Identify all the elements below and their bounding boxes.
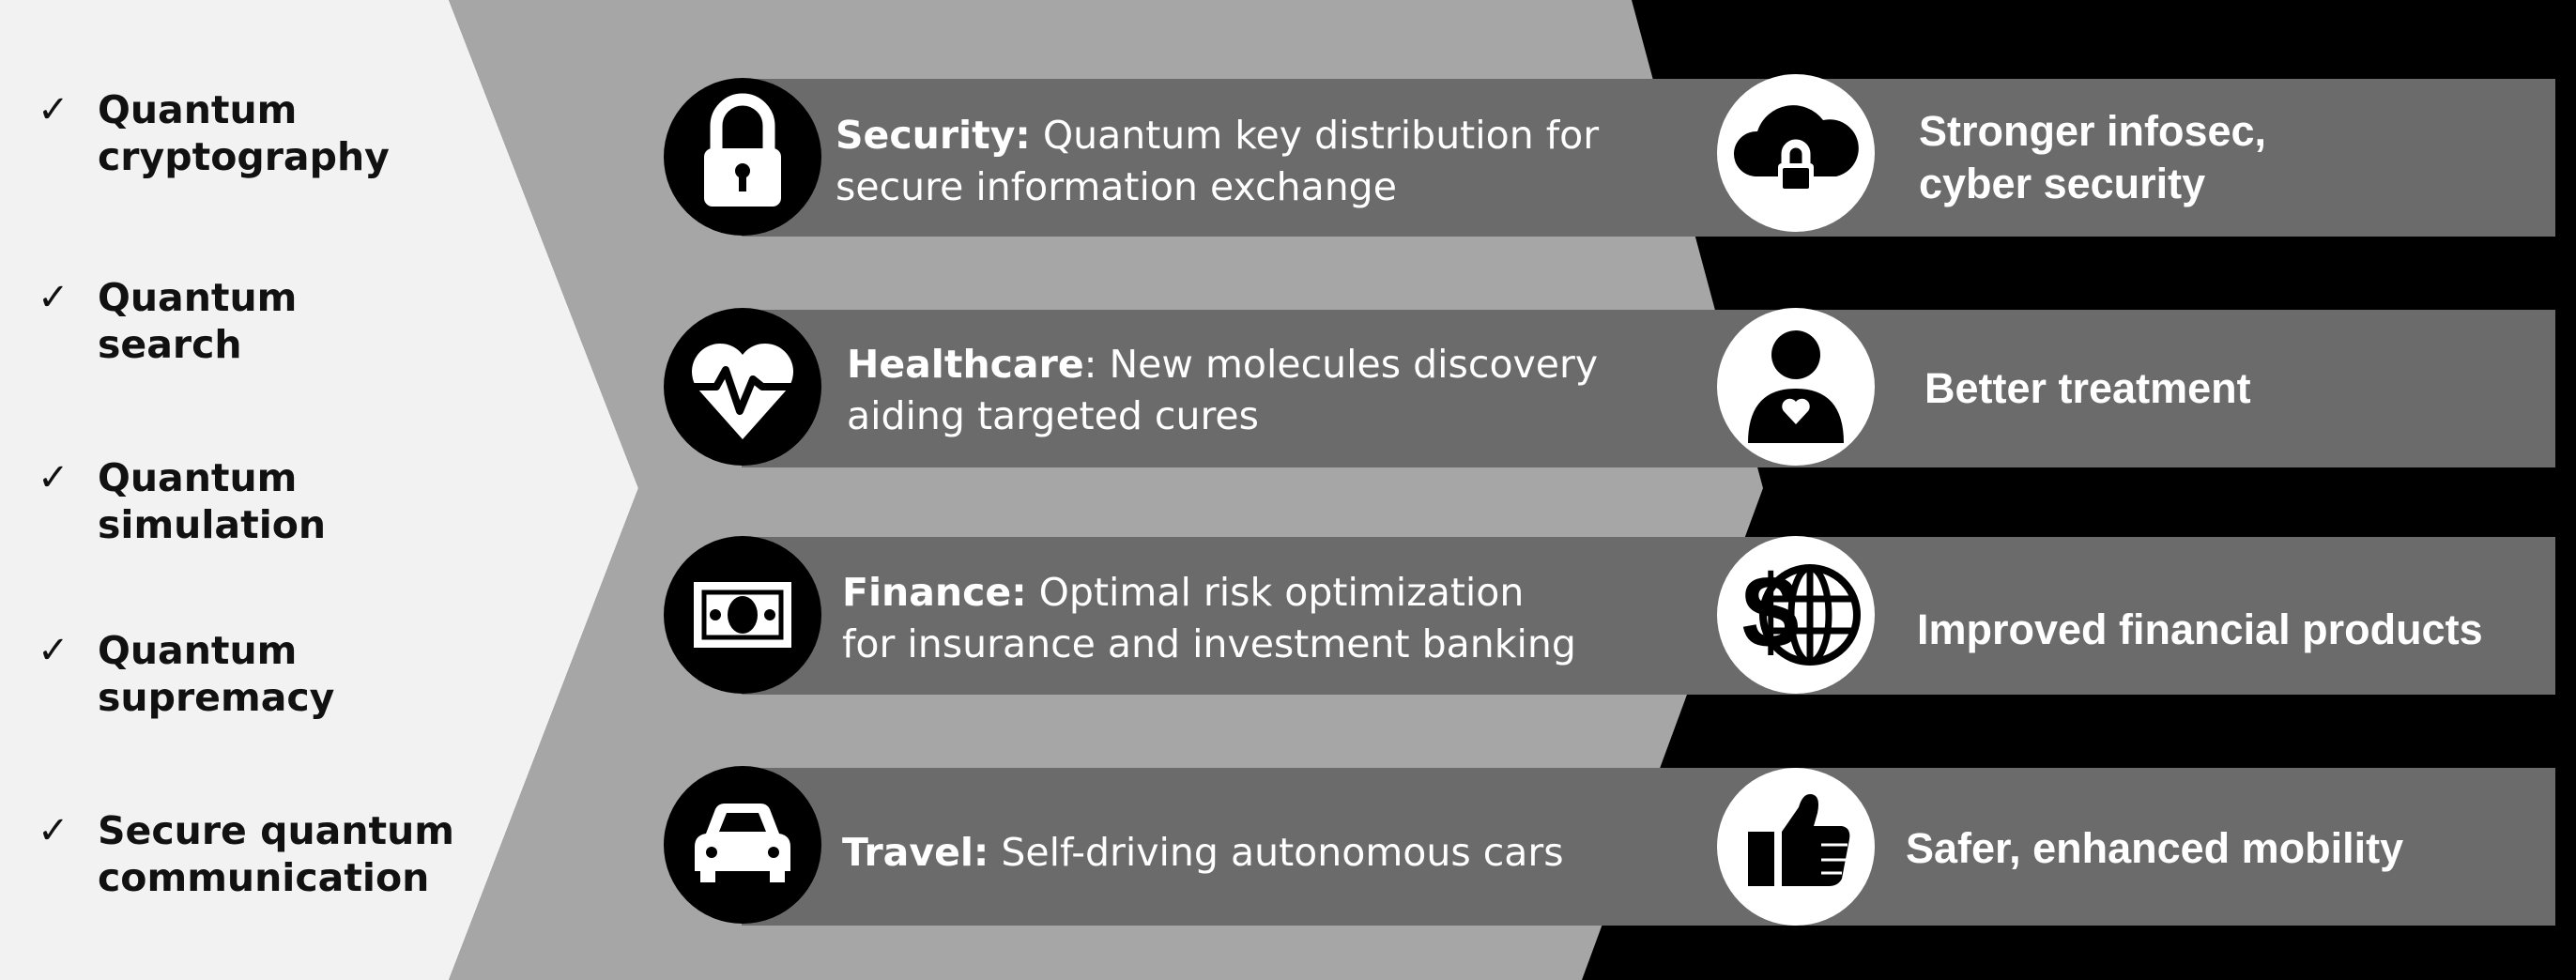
check-icon: ✓	[38, 88, 69, 131]
row-band-healthcare	[742, 310, 2555, 467]
application-label: Healthcare	[847, 342, 1084, 387]
svg-text:$: $	[1741, 555, 1799, 670]
application-line: Travel: Self-driving autonomous cars	[842, 827, 1649, 879]
application-label: Security:	[836, 113, 1031, 158]
application-text: Self-driving autonomous cars	[989, 830, 1564, 875]
application-line: Healthcare: New molecules discovery	[847, 339, 1635, 390]
thumbs-up-icon	[1717, 768, 1875, 926]
lock-icon	[664, 78, 821, 236]
application-travel: Travel: Self-driving autonomous cars	[842, 827, 1649, 879]
outcome-finance: Improved financial products	[1917, 605, 2483, 653]
chevron-arrow-band	[449, 0, 1763, 980]
application-finance: Finance: Optimal risk optimization for i…	[842, 567, 1668, 670]
car-icon	[664, 766, 821, 924]
application-label: Finance:	[842, 570, 1027, 615]
row-band-travel	[742, 768, 2555, 926]
application-text: : New molecules discovery	[1083, 342, 1599, 387]
check-icon: ✓	[38, 456, 69, 499]
application-text: Optimal risk optimization	[1026, 570, 1525, 615]
application-text: Quantum key distribution for	[1030, 113, 1600, 158]
application-line: Security: Quantum key distribution for	[836, 110, 1643, 161]
banknote-icon	[664, 536, 821, 694]
dollar-globe-icon: $	[1717, 536, 1875, 694]
left-panel	[0, 0, 638, 980]
heart-pulse-icon	[664, 308, 821, 466]
checklist-item-label: Quantum search	[98, 275, 298, 367]
check-icon: ✓	[38, 276, 69, 319]
application-security: Security: Quantum key distribution for s…	[836, 110, 1643, 213]
application-healthcare: Healthcare: New molecules discovery aidi…	[847, 339, 1635, 442]
application-line: for insurance and investment banking	[842, 621, 1576, 666]
checklist-item-label: Quantum simulation	[98, 455, 327, 547]
person-heart-icon	[1717, 308, 1875, 466]
row-band-finance	[742, 537, 2555, 695]
outcome-travel: Safer, enhanced mobility	[1906, 824, 2404, 872]
check-icon: ✓	[38, 629, 69, 672]
row-band-security	[742, 79, 2555, 237]
capabilities-checklist: ✓ Quantum cryptography ✓ Quantum search …	[0, 0, 488, 980]
check-icon: ✓	[38, 809, 69, 852]
checklist-item-label: Quantum supremacy	[98, 628, 335, 720]
application-label: Travel:	[842, 830, 989, 875]
outcome-healthcare: Better treatment	[1924, 364, 2251, 412]
cloud-lock-icon	[1717, 74, 1875, 232]
checklist-item-label: Secure quantum communication	[98, 808, 455, 900]
application-line: Finance: Optimal risk optimization	[842, 567, 1668, 619]
application-line: secure information exchange	[836, 164, 1397, 209]
outcome-security: Stronger infosec, cyber security	[1919, 107, 2267, 207]
application-line: aiding targeted cures	[847, 393, 1259, 438]
checklist-item-label: Quantum cryptography	[98, 87, 390, 179]
